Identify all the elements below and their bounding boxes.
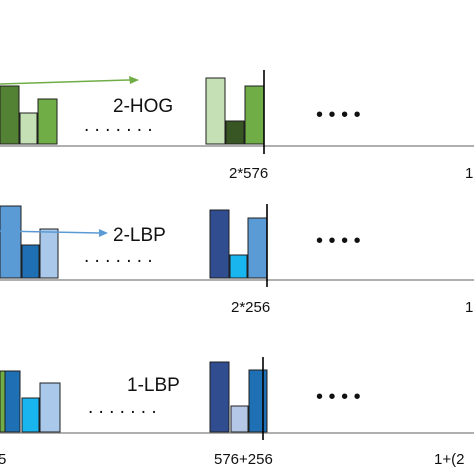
row-label: 2-HOG — [113, 96, 173, 117]
arrow-line — [0, 79, 131, 85]
right-bar-2 — [225, 120, 245, 145]
continuation-dots: • • • • — [316, 104, 361, 126]
tick-label-next: 1+(2 — [434, 451, 464, 468]
right-bar-2 — [230, 405, 249, 433]
right-bar-3 — [247, 217, 268, 279]
gap-dots: . . . . . . . — [84, 115, 153, 136]
left-bar-2 — [21, 397, 40, 433]
tick-label-end: 2*256 — [231, 299, 270, 316]
left-bar-2 — [19, 112, 38, 145]
left-bar-3 — [39, 382, 61, 433]
right-bar-3 — [244, 85, 265, 145]
left-bar-3 — [37, 98, 58, 145]
right-bar-1 — [205, 77, 226, 145]
right-bar-3 — [248, 369, 268, 433]
left-bar-3 — [39, 228, 59, 279]
arrow-head — [129, 76, 139, 84]
continuation-dots: • • • • — [316, 230, 361, 252]
left-bar-2 — [21, 244, 40, 279]
row-2-hog: 2-HOG . . . . . . . • • • • 2*576 1 , — [0, 70, 474, 182]
tick-label-next: 1 — [465, 299, 473, 316]
row-2-lbp: 2-LBP . . . . . . . • • • • 2*256 1 , — [0, 204, 474, 316]
right-bar-2 — [229, 254, 248, 279]
tick-label-start: 5 — [0, 451, 6, 468]
gap-dots: . . . . . . . — [88, 397, 157, 418]
tick-label-next: 1 — [465, 165, 473, 182]
arrow-head — [99, 229, 108, 237]
left-bar-1 — [0, 85, 20, 145]
left-bar-1 — [0, 205, 22, 279]
right-bar-1 — [209, 209, 230, 279]
gap-dots: . . . . . . . — [84, 246, 153, 267]
tick-label-end: 576+256 — [214, 451, 273, 468]
right-bar-1 — [209, 361, 230, 433]
row-1-lbp: 1-LBP . . . . . . . • • • • 576+256 1+(2… — [0, 357, 474, 468]
left-bar-0 — [0, 370, 6, 433]
continuation-dots: • • • • — [316, 386, 361, 408]
arrow-line — [0, 230, 101, 234]
left-bar-1 — [4, 370, 21, 433]
row-label: 1-LBP — [127, 375, 180, 396]
tick-label-end: 2*576 — [229, 165, 268, 182]
row-label: 2-LBP — [113, 225, 166, 246]
